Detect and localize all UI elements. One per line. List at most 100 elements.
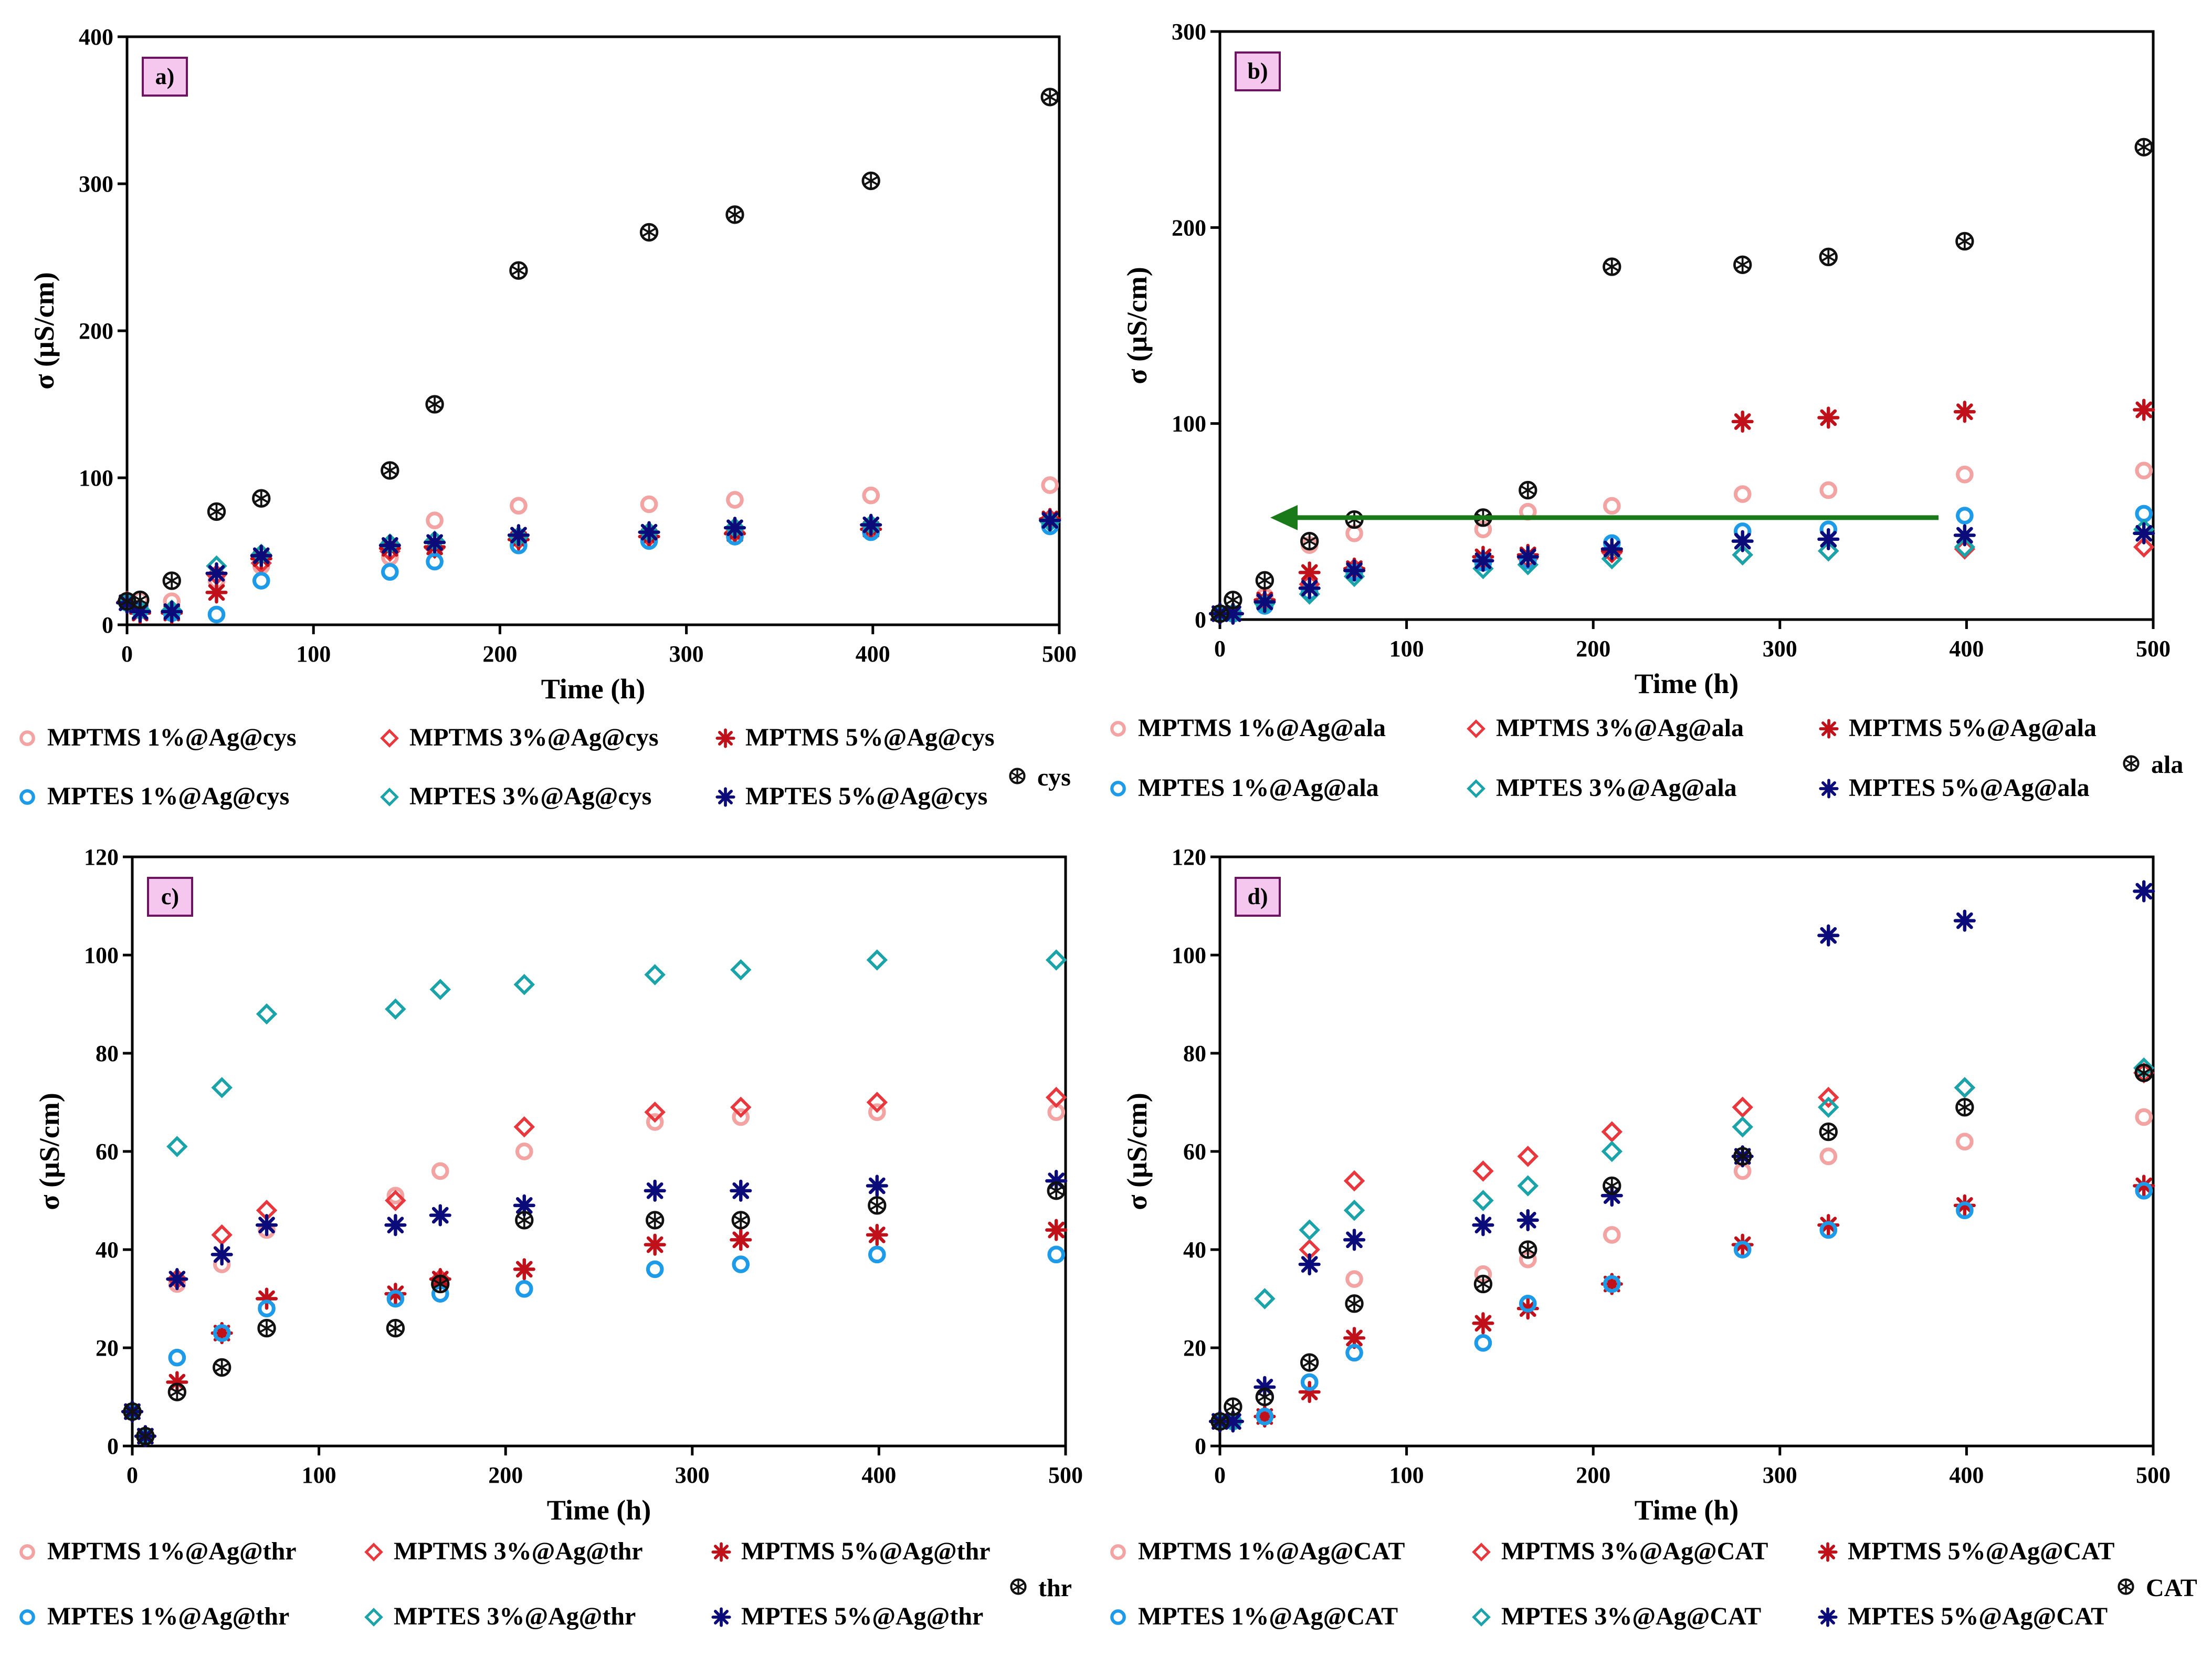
legend-item: MPTES 5%@Ag@ala — [1819, 774, 2090, 802]
data-point — [646, 1211, 665, 1230]
data-point — [510, 497, 528, 515]
legend-label: MPTES 3%@Ag@ala — [1496, 774, 1737, 802]
data-point — [1299, 583, 1320, 605]
legend-item: MPTMS 1%@Ag@cys — [19, 724, 297, 751]
data-point — [1472, 1214, 1494, 1236]
data-point — [1047, 1245, 1066, 1264]
data-point — [1953, 524, 1976, 547]
legend-marker — [715, 787, 735, 807]
y-tick-label: 0 — [1195, 1433, 1206, 1459]
data-point — [213, 1358, 231, 1377]
data-point — [730, 1096, 752, 1118]
data-point — [1472, 1312, 1494, 1335]
y-tick-label: 60 — [96, 1139, 119, 1165]
legend-item: MPTMS 3%@Ag@ala — [1467, 714, 1744, 742]
x-tick-label: 0 — [121, 641, 133, 667]
data-point — [1954, 1077, 1976, 1098]
data-point — [723, 517, 746, 539]
data-point — [1254, 1288, 1276, 1309]
y-tick-label: 0 — [102, 612, 113, 638]
y-tick-label: 20 — [96, 1335, 119, 1361]
y-tick-label: 120 — [84, 844, 119, 870]
x-tick-label: 500 — [1042, 641, 1077, 667]
data-point — [1343, 1199, 1365, 1221]
data-point — [1733, 485, 1752, 503]
y-tick-label: 100 — [84, 942, 119, 968]
data-point — [257, 1318, 276, 1338]
legend-marker — [1472, 1608, 1491, 1627]
data-point — [161, 600, 183, 623]
legend-label: MPTES 3%@Ag@thr — [394, 1602, 636, 1630]
data-point — [384, 1214, 407, 1236]
panel-label-box — [1235, 877, 1281, 917]
data-point — [1817, 528, 1840, 551]
y-tick-label: 0 — [107, 1433, 119, 1459]
data-point — [1519, 1240, 1537, 1259]
data-point — [1603, 1275, 1621, 1293]
legend-item: MPTMS 5%@Ag@cys — [715, 724, 995, 751]
y-tick-label: 100 — [1172, 411, 1206, 437]
data-point — [381, 461, 399, 480]
legend-marker — [1818, 1607, 1838, 1627]
data-point — [431, 1162, 449, 1180]
data-point — [1039, 509, 1061, 532]
data-point — [425, 395, 444, 414]
legend-marker — [1818, 1542, 1838, 1562]
data-point — [1819, 1122, 1838, 1141]
data-point — [515, 1211, 534, 1230]
legend-label: MPTMS 1%@Ag@thr — [47, 1537, 297, 1565]
legend-item: MPTMS 3%@Ag@cys — [380, 724, 659, 751]
legend-label: MPTMS 1%@Ag@ala — [1138, 714, 1386, 742]
data-point — [1601, 1121, 1623, 1143]
data-point — [256, 1003, 278, 1025]
data-point — [644, 964, 666, 986]
legend-item: CAT — [2118, 1574, 2197, 1602]
data-point — [1040, 88, 1059, 107]
data-point — [1343, 1229, 1366, 1251]
legend-marker — [1110, 1544, 1126, 1560]
legend-item: thr — [1010, 1574, 1072, 1602]
data-point — [866, 1175, 888, 1197]
data-point — [1731, 410, 1754, 433]
data-point — [2135, 1181, 2153, 1200]
data-point — [386, 1318, 405, 1338]
legend-label: MPTES 5%@Ag@cys — [745, 782, 987, 810]
legend-marker — [1819, 779, 1839, 799]
data-point — [1733, 1147, 1752, 1166]
data-point — [2133, 522, 2155, 544]
x-tick-label: 300 — [669, 641, 704, 667]
data-point — [1224, 1397, 1242, 1416]
data-point — [1343, 565, 1365, 588]
data-point — [1733, 1241, 1752, 1259]
data-point — [2133, 536, 2155, 558]
data-point — [1300, 1373, 1319, 1391]
data-point — [1472, 1190, 1494, 1211]
data-point — [1818, 1096, 1839, 1118]
legend-item: MPTES 5%@Ag@thr — [711, 1602, 983, 1630]
legend-label: MPTMS 5%@Ag@ala — [1849, 714, 2097, 742]
data-point — [1819, 1221, 1838, 1239]
data-point — [1256, 1408, 1274, 1426]
x-tick-label: 500 — [1048, 1462, 1083, 1488]
legend-marker — [1009, 768, 1026, 784]
data-point — [1224, 590, 1242, 610]
data-point — [255, 1214, 278, 1236]
y-tick-label: 0 — [1195, 607, 1206, 633]
data-point — [730, 1179, 752, 1202]
legend-item: MPTES 1%@Ag@thr — [19, 1602, 289, 1630]
legend-marker — [711, 1607, 731, 1627]
data-point — [509, 261, 528, 280]
legend-label: MPTMS 5%@Ag@CAT — [1848, 1537, 2114, 1565]
legend-label: MPTES 1%@Ag@ala — [1138, 774, 1379, 802]
data-point — [1818, 540, 1839, 562]
data-point — [1472, 1160, 1494, 1182]
data-point — [513, 1258, 535, 1281]
legend-item: MPTES 3%@Ag@thr — [364, 1602, 636, 1630]
y-tick-label: 100 — [79, 465, 113, 491]
data-point — [2134, 138, 2153, 156]
x-tick-label: 500 — [2136, 636, 2171, 662]
data-point — [1956, 465, 1974, 484]
data-point — [1343, 559, 1366, 582]
legend-marker — [1110, 721, 1126, 737]
legend-marker — [711, 1542, 731, 1562]
